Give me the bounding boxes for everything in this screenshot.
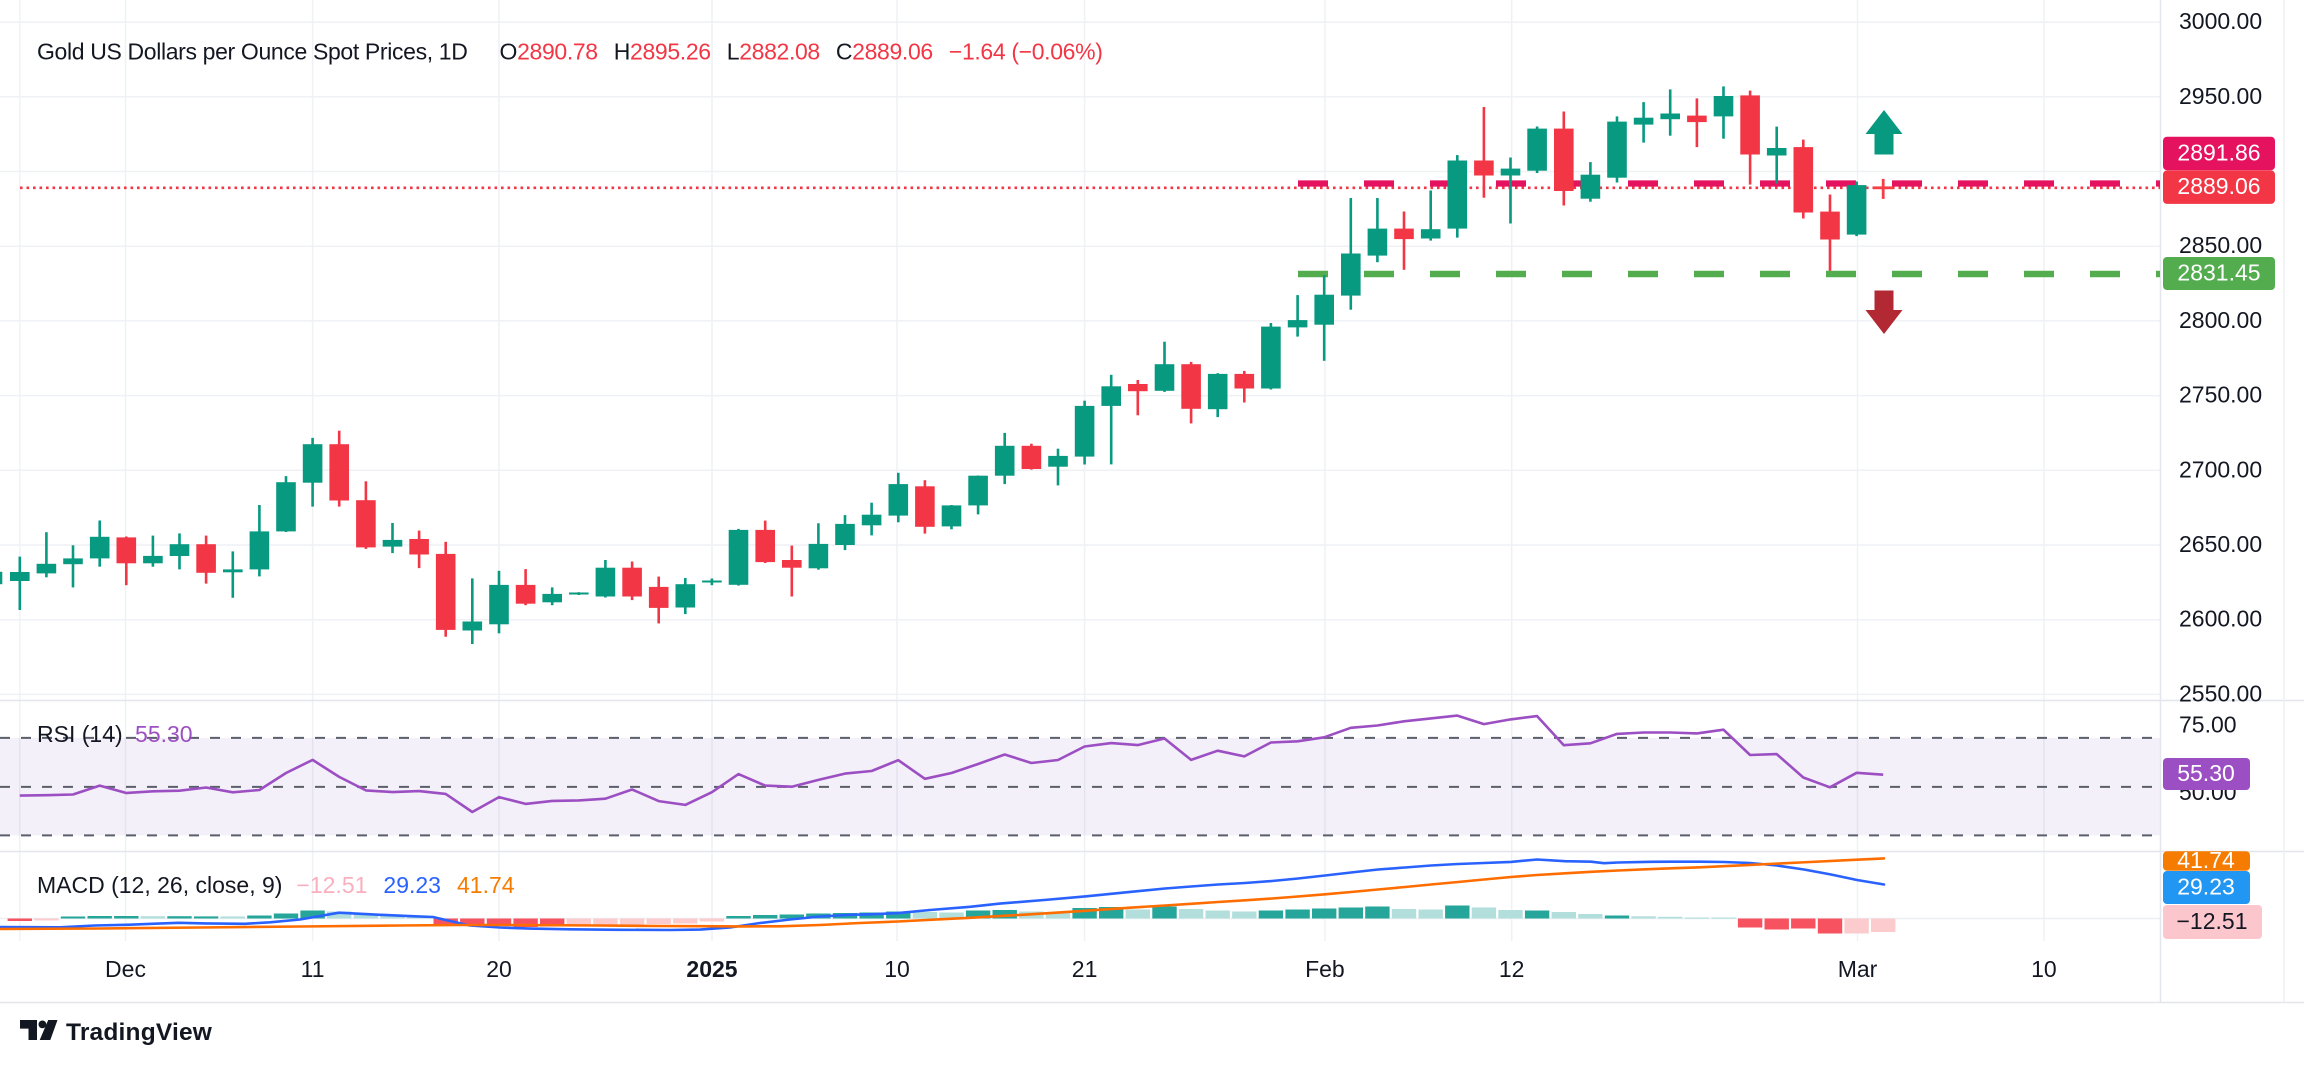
svg-text:RSI (14) 55.30: RSI (14) 55.30 <box>37 721 193 747</box>
svg-text:Mar: Mar <box>1838 956 1878 982</box>
svg-text:2950.00: 2950.00 <box>2179 83 2262 109</box>
svg-text:2831.45: 2831.45 <box>2177 260 2260 286</box>
svg-text:2550.00: 2550.00 <box>2179 680 2262 706</box>
svg-text:21: 21 <box>1072 956 1098 982</box>
svg-text:2889.06: 2889.06 <box>2177 173 2260 199</box>
svg-text:2850.00: 2850.00 <box>2179 232 2262 258</box>
svg-text:55.30: 55.30 <box>2177 760 2235 786</box>
svg-text:20: 20 <box>486 956 512 982</box>
svg-text:MACD (12, 26, close, 9)−12.512: MACD (12, 26, close, 9) −12.51 29.23 41.74 <box>37 872 515 898</box>
svg-text:2600.00: 2600.00 <box>2179 606 2262 632</box>
svg-text:41.74: 41.74 <box>2177 847 2235 873</box>
svg-text:2650.00: 2650.00 <box>2179 531 2262 557</box>
svg-text:29.23: 29.23 <box>2177 874 2235 900</box>
svg-text:−12.51: −12.51 <box>2177 908 2248 934</box>
svg-text:2750.00: 2750.00 <box>2179 382 2262 408</box>
svg-text:2891.86: 2891.86 <box>2177 139 2260 165</box>
svg-text:2025: 2025 <box>686 956 737 982</box>
svg-text:10: 10 <box>2031 956 2057 982</box>
svg-text:11: 11 <box>301 956 325 982</box>
svg-text:75.00: 75.00 <box>2179 711 2237 737</box>
svg-text:10: 10 <box>884 956 910 982</box>
svg-text:Dec: Dec <box>105 956 146 982</box>
svg-text:TradingView: TradingView <box>66 1019 213 1046</box>
svg-text:Feb: Feb <box>1305 956 1345 982</box>
svg-text:Gold US Dollars per Ounce Spot: Gold US Dollars per Ounce Spot Prices, 1… <box>37 39 1103 65</box>
svg-text:12: 12 <box>1499 956 1525 982</box>
svg-text:2700.00: 2700.00 <box>2179 456 2262 482</box>
svg-text:2800.00: 2800.00 <box>2179 307 2262 333</box>
svg-text:3000.00: 3000.00 <box>2179 8 2262 34</box>
